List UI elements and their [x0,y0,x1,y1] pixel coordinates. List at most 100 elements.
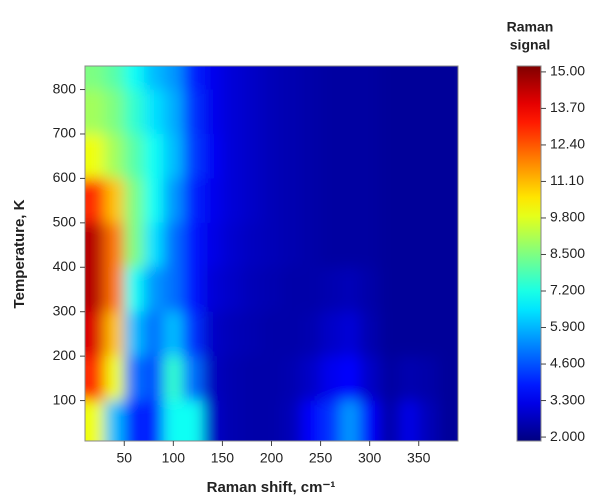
heatmap-cell [261,66,282,91]
heatmap-cell [399,178,420,224]
heatmap-cell [85,178,106,224]
heatmap-cell [242,311,263,357]
heatmap-cell [359,356,380,402]
heatmap-cell [300,89,322,135]
heatmap-cell [222,311,243,357]
heatmap-cell [340,222,361,268]
heatmap-cell [143,400,165,441]
colorbar-tick-label: 12.40 [550,136,585,152]
heatmap-cell [438,400,458,441]
heatmap-cell [222,133,243,179]
heatmap-cell [124,222,145,268]
heatmap-cell [163,267,184,313]
heatmap-cell [104,400,125,441]
heatmap-cell [143,178,165,224]
heatmap-cell [281,222,302,268]
heatmap-cell [242,400,263,441]
heatmap-cell [438,356,458,402]
heatmap-cell [399,400,420,441]
heatmap-cell [320,311,341,357]
heatmap-cell [222,222,243,268]
heatmap-cell [281,66,302,91]
heatmap-cell [242,178,263,224]
heatmap-cell [399,267,420,313]
heatmap-cell [202,356,223,402]
heatmap-cell [183,66,204,91]
x-tick-label: 250 [309,450,333,466]
x-axis-label: Raman shift, cm⁻¹ [207,479,336,496]
heatmap-cell [399,356,420,402]
heatmap-cell [359,178,380,224]
heatmap-cell [242,356,263,402]
heatmap-cell [359,89,380,135]
heatmap-cell [242,66,263,91]
heatmap-cell [359,400,380,441]
heatmap-cell [359,311,380,357]
heatmap-cell [183,89,204,135]
x-tick-label: 300 [358,450,382,466]
colorbar-tick-label: 9.800 [550,209,585,225]
heatmap-cell [183,311,204,357]
heatmap-cell [281,311,302,357]
colorbar-tick-label: 13.70 [550,99,585,115]
heatmap-cell [340,311,361,357]
colorbar-tick-label: 11.10 [550,172,584,188]
heatmap-cell [281,400,302,441]
y-tick-label: 600 [53,169,77,185]
heatmap-cells [85,66,458,441]
colorbar-tick-label: 3.300 [550,391,585,407]
heatmap-cell [202,178,223,224]
heatmap-cell [143,222,165,268]
heatmap-cell [340,89,361,135]
heatmap-cell [418,133,439,179]
heatmap-cell [143,356,165,402]
heatmap-cell [143,267,165,313]
heatmap-cell [104,66,125,91]
heatmap-cell [379,178,400,224]
heatmap-cell [124,400,145,441]
heatmap-cell [379,356,400,402]
y-axis-label: Temperature, K [11,199,28,308]
colorbar-title: Raman [507,19,554,35]
colorbar-tick-label: 5.900 [550,318,585,334]
heatmap-cell [359,222,380,268]
heatmap-cell [104,356,125,402]
heatmap-cell [202,89,223,135]
heatmap-cell [242,133,263,179]
heatmap-cell [222,400,243,441]
heatmap-cell [418,66,439,91]
heatmap-cell [399,222,420,268]
colorbar-tick-label: 15.00 [550,63,585,79]
heatmap-cell [104,311,125,357]
heatmap-cell [281,89,302,135]
heatmap-cell [320,66,341,91]
heatmap-cell [418,311,439,357]
heatmap-cell [163,356,184,402]
heatmap-cell [340,400,361,441]
heatmap-cell [183,356,204,402]
heatmap-cell [418,400,439,441]
heatmap-cell [85,311,106,357]
heatmap-cell [281,133,302,179]
heatmap-cell [379,400,400,441]
heatmap-cell [143,133,165,179]
heatmap-cell [300,133,322,179]
heatmap-cell [85,133,106,179]
heatmap-cell [418,222,439,268]
heatmap-cell [163,89,184,135]
heatmap-cell [418,178,439,224]
heatmap-cell [202,267,223,313]
y-tick-label: 200 [53,347,77,363]
heatmap-cell [183,267,204,313]
heatmap-cell [359,66,380,91]
y-tick-label: 100 [53,391,77,407]
heatmap-cell [340,66,361,91]
heatmap-cell [418,356,439,402]
heatmap-cell [300,311,322,357]
heatmap-cell [202,133,223,179]
heatmap-cell [242,222,263,268]
heatmap-cell [202,222,223,268]
heatmap-cell [163,311,184,357]
y-tick-label: 400 [53,258,77,274]
heatmap-cell [163,222,184,268]
